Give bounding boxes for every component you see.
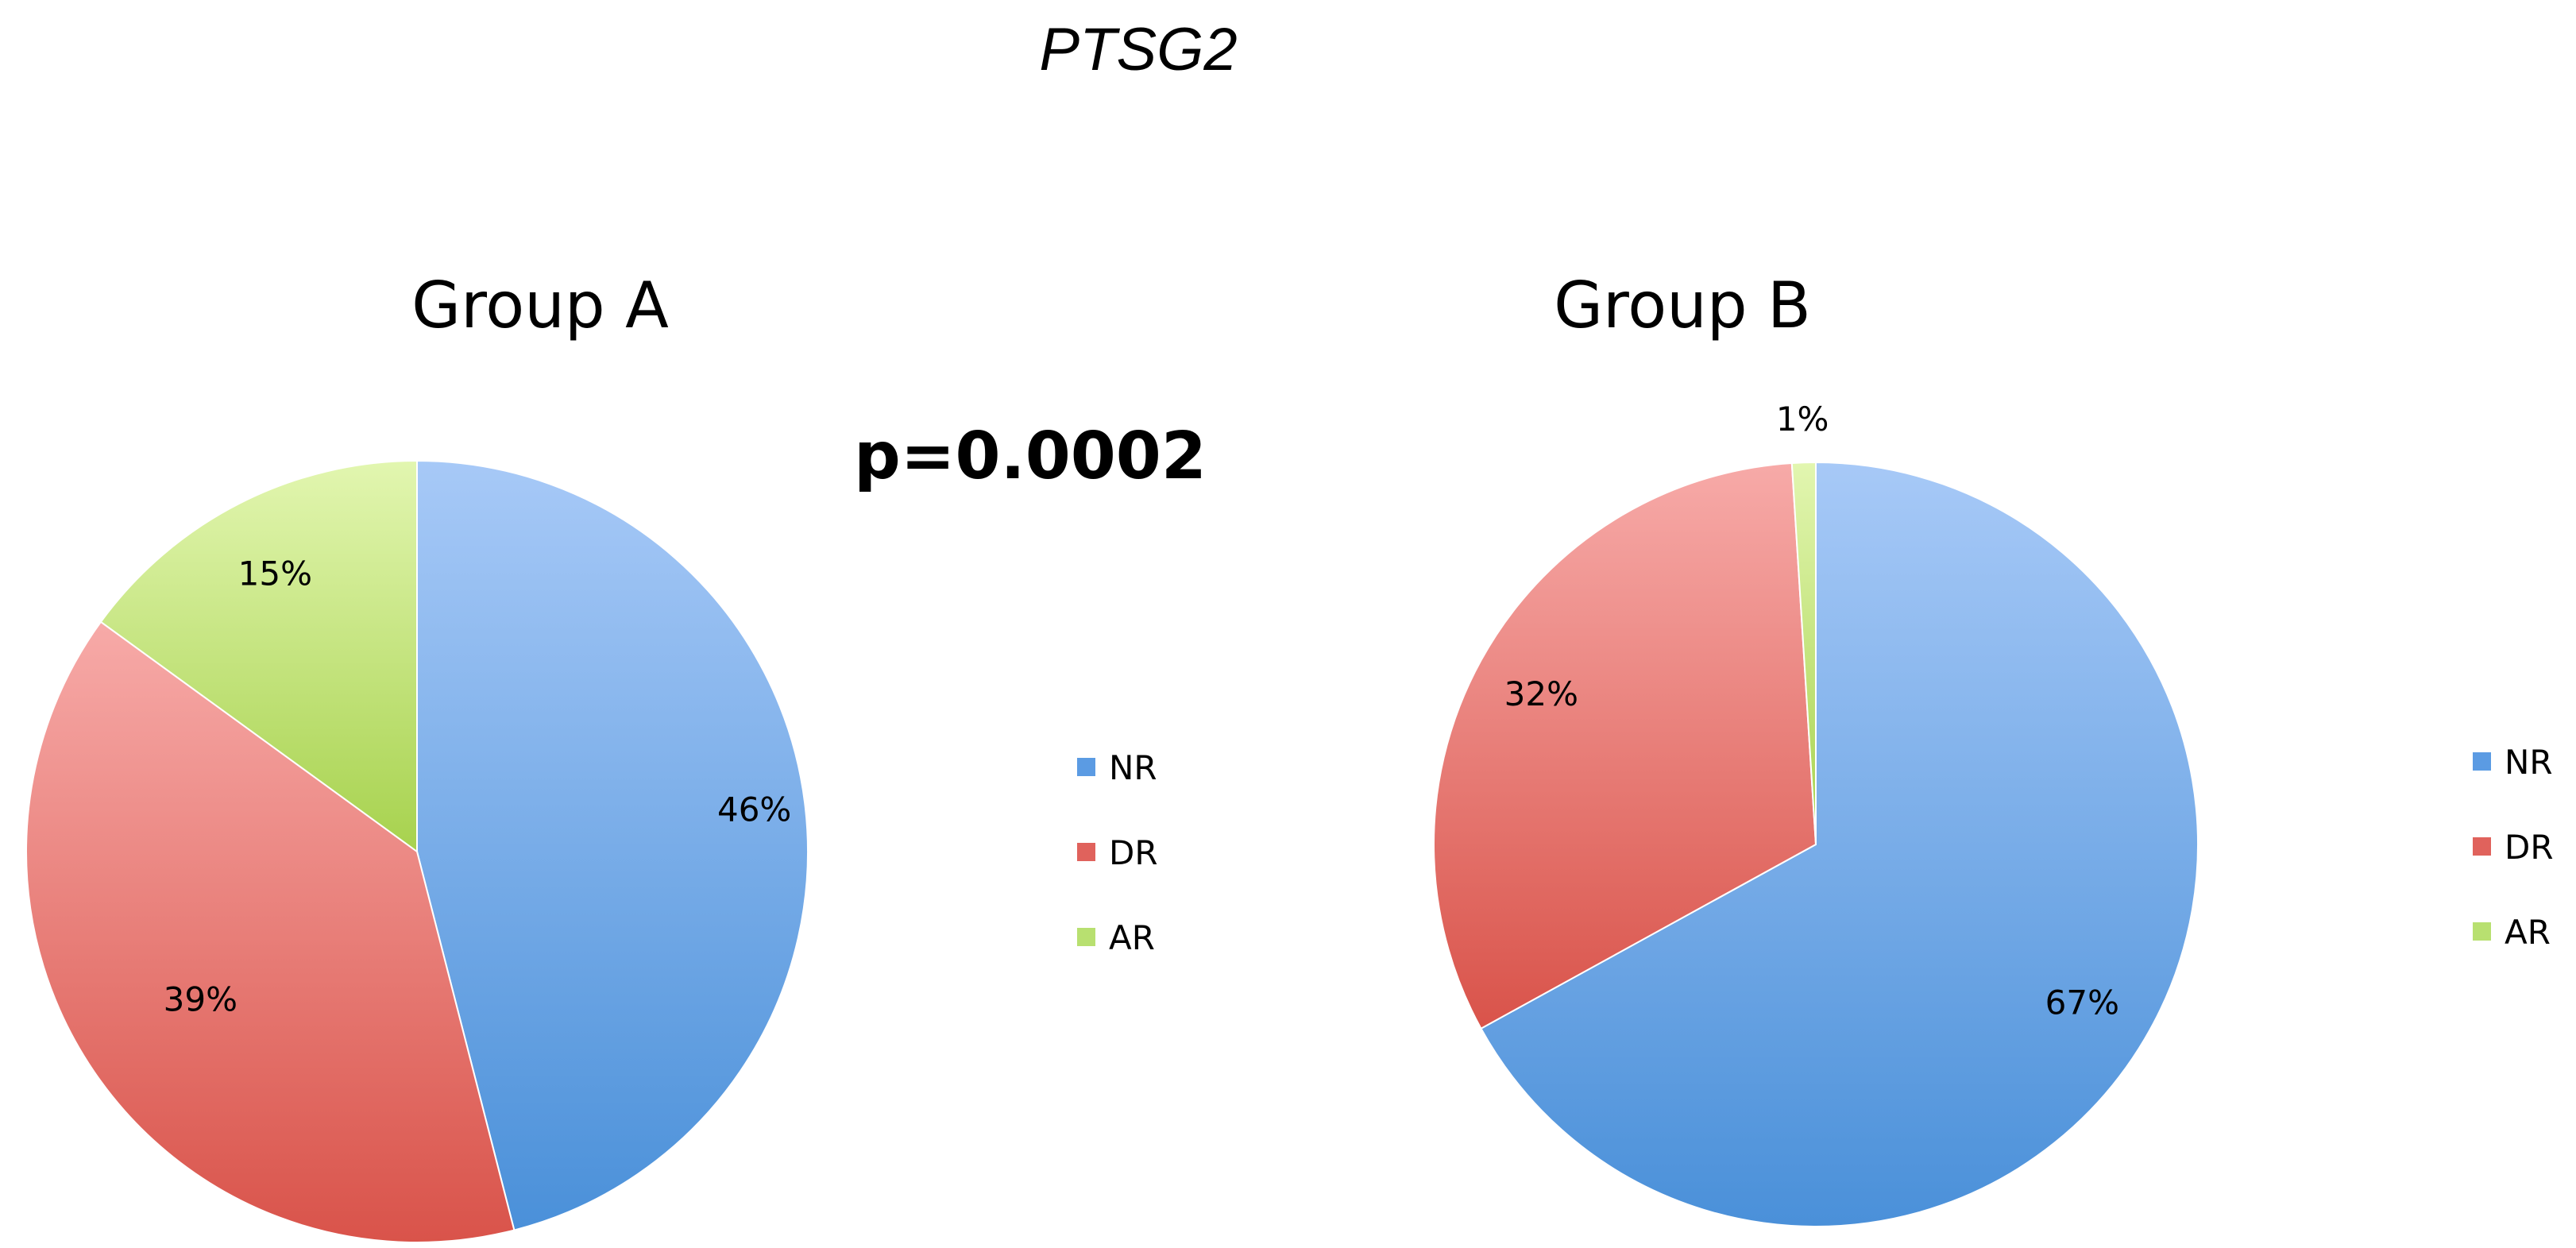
legend-label-ar-group-a: AR	[1109, 918, 1155, 957]
legend-label-dr-group-a: DR	[1109, 833, 1158, 872]
pie-chart-group-b: Group B 67% 32% 1% NR DR AR	[1433, 269, 2554, 1227]
legend-swatch-nr-group-b	[2473, 752, 2491, 771]
slice-label-dr-group-a: 39%	[164, 979, 238, 1018]
legend-label-nr-group-b: NR	[2505, 743, 2553, 782]
slices-group-b	[1433, 461, 2199, 1227]
slice-ar-group-a	[99, 459, 418, 853]
pie-title-group-b: Group B	[1554, 269, 1811, 342]
legend-group-a: NR DR AR	[1077, 748, 1158, 957]
slice-nr-group-a	[416, 459, 809, 1231]
slice-label-dr-group-b: 32%	[1504, 674, 1578, 713]
slice-labels-group-b: 67% 32% 1%	[1504, 400, 2119, 1022]
slice-label-ar-group-a: 15%	[238, 554, 312, 593]
slice-nr-group-b	[1480, 461, 2199, 1227]
figure-title: PTSG2	[1039, 16, 1237, 83]
slices-group-a	[25, 459, 809, 1243]
legend-swatch-dr-group-b	[2473, 837, 2491, 856]
pie-chart-group-a: Group A 46% 39% 15% NR DR AR	[25, 269, 1158, 1243]
slice-label-nr-group-b: 67%	[2045, 983, 2119, 1022]
legend-label-dr-group-b: DR	[2505, 828, 2554, 867]
legend-group-b: NR DR AR	[2473, 743, 2554, 952]
slice-label-ar-group-b: 1%	[1776, 400, 1829, 439]
slice-dr-group-a	[25, 620, 516, 1243]
legend-swatch-ar-group-b	[2473, 922, 2491, 941]
legend-label-nr-group-a: NR	[1109, 748, 1157, 787]
legend-swatch-nr-group-a	[1077, 758, 1095, 776]
legend-label-ar-group-b: AR	[2505, 913, 2551, 952]
slice-ar-group-b	[1790, 461, 1817, 845]
slice-dr-group-b	[1433, 462, 1817, 1030]
legend-swatch-dr-group-a	[1077, 843, 1095, 861]
p-value-annotation: p=0.0002	[854, 419, 1207, 494]
pie-title-group-a: Group A	[411, 269, 669, 342]
legend-swatch-ar-group-a	[1077, 928, 1095, 946]
slice-label-nr-group-a: 46%	[717, 790, 791, 829]
slice-labels-group-a: 46% 39% 15%	[164, 554, 792, 1018]
